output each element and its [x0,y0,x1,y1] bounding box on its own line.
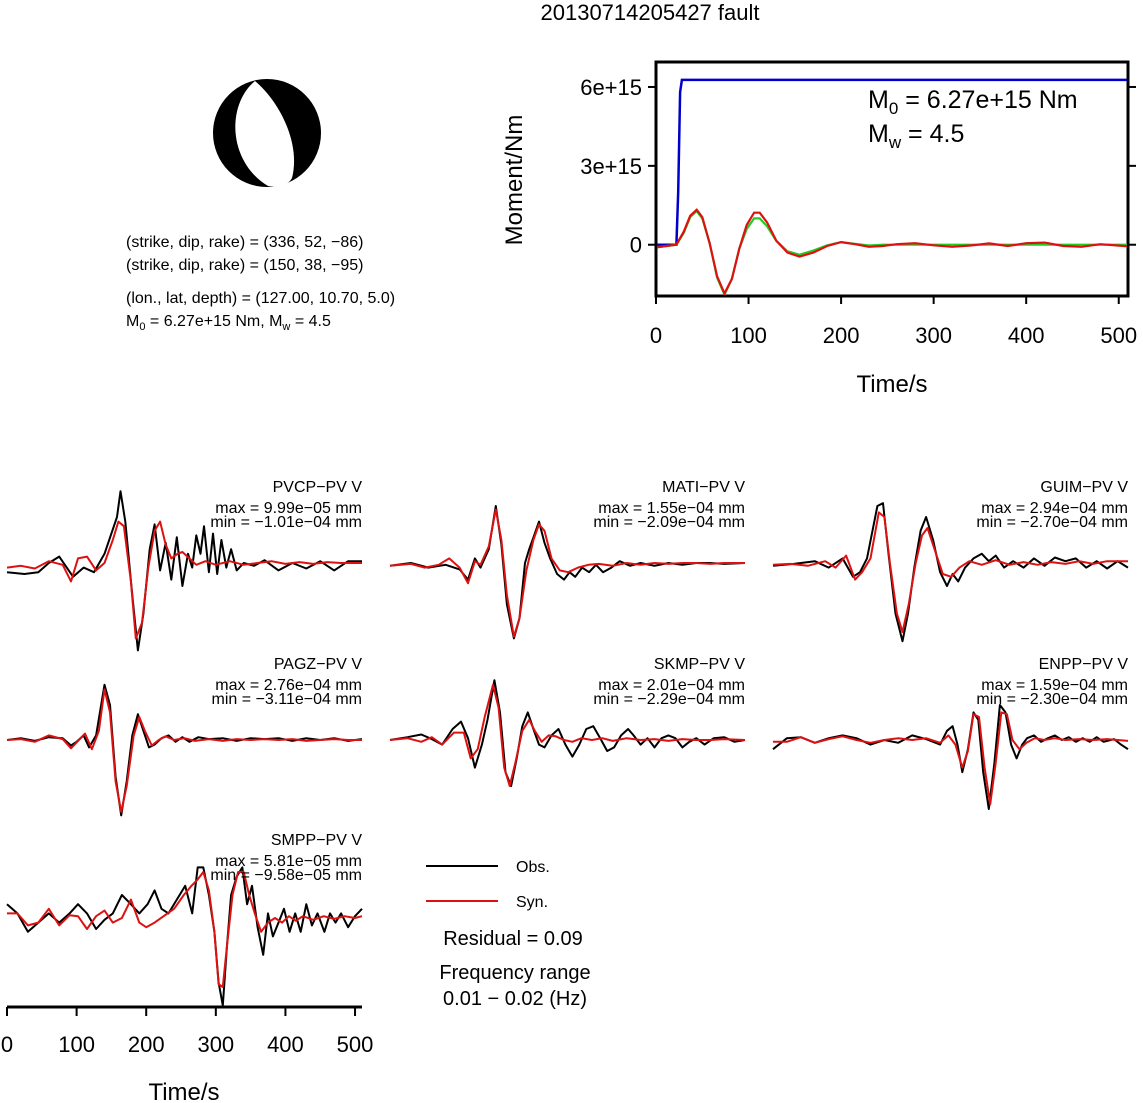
moment-chart-frame [654,60,1130,298]
synthetic-trace [7,871,363,988]
trace-min: min = −3.11e−04 mm [212,691,362,708]
trace-max: max = 1.55e−04 mm [598,500,745,517]
nodal-plane-2: (strike, dip, rake) = (150, 38, −95) [126,257,363,274]
residual-text: Residual = 0.09 [443,928,583,950]
trace-max: max = 9.99e−05 mm [215,500,362,517]
moment-y-axis-label: Moment/Nm [501,115,528,246]
station-name: SMPP−PV V [271,832,362,849]
focal-mechanism-beachball [213,79,321,187]
moment-x-tick-label: 0 [650,323,662,348]
moment-x-tick-label: 500 [1100,323,1137,348]
trace-min: min = −2.09e−04 mm [593,514,745,531]
trace-min: min = −1.01e−04 mm [210,514,362,531]
legend: Obs. Syn. [426,859,550,911]
moment-x-tick-label: 300 [915,323,952,348]
station-name: ENPP−PV V [1039,656,1129,673]
time-axis-tick-label: 500 [337,1032,374,1057]
time-axis-tick-label: 0 [1,1032,13,1057]
legend-obs-label: Obs. [516,859,550,876]
time-axis-tick-label: 200 [128,1032,165,1057]
synthetic-trace [6,688,362,813]
source-location: (lon., lat, depth) = (127.00, 10.70, 5.0… [126,290,395,307]
page-title: 20130714205427 fault [541,0,760,25]
station-name: GUIM−PV V [1040,479,1128,496]
station-name: PAGZ−PV V [274,656,363,673]
synthetic-trace [389,683,746,787]
observed-trace [6,866,363,1007]
trace-min: min = −2.30e−04 mm [976,691,1128,708]
moment-x-tick-label: 200 [823,323,860,348]
frequency-range-value: 0.01 − 0.02 (Hz) [443,988,587,1010]
synthetic-trace [389,508,745,638]
moment-y-tick-label: 3e+15 [580,154,642,179]
moment-x-axis-label: Time/s [856,371,927,398]
moment-y-tick-label: 0 [630,233,642,258]
moment-chart: 0 100 200 300 400 500 0 3e+15 6e+15 M0 = 6.27e+1… [501,60,1137,398]
trace-max: max = 5.81e−05 mm [215,853,362,870]
trace-min: min = −2.70e−04 mm [976,514,1128,531]
moment-annotation-mw: Mw = 4.5 [868,120,964,152]
trace-min: min = −2.29e−04 mm [593,691,745,708]
waveform-time-axis: 0 100 200 300 400 500 [1,1005,374,1057]
synthetic-trace [6,520,362,640]
moment-summary: M0 = 6.27e+15 Nm, Mw = 4.5 [126,313,331,333]
trace-max: max = 1.59e−04 mm [981,677,1128,694]
time-axis-tick-label: 300 [197,1032,234,1057]
time-axis-tick-label: 100 [58,1032,95,1057]
trace-max: max = 2.01e−04 mm [598,677,745,694]
synthetic-trace [773,711,1129,806]
station-name: SKMP−PV V [654,656,745,673]
moment-annotation-m0: M0 = 6.27e+15 Nm [868,86,1078,118]
moment-rate-line-green [657,209,1127,295]
trace-min: min = −9.58e−05 mm [210,867,362,884]
nodal-plane-1: (strike, dip, rake) = (336, 52, −86) [126,234,363,251]
station-name: PVCP−PV V [273,479,363,496]
observed-trace [772,502,1129,643]
moment-x-tick-label: 100 [730,323,767,348]
synthetic-trace [772,511,1128,633]
observed-trace [772,704,1129,810]
moment-rate-line-red [657,208,1127,295]
moment-y-tick-label: 6e+15 [580,75,642,100]
legend-syn-label: Syn. [516,894,548,911]
waveform-x-axis-label: Time/s [148,1079,219,1103]
moment-x-tick-label: 400 [1008,323,1045,348]
frequency-range-label: Frequency range [439,962,590,984]
station-name: MATI−PV V [662,479,745,496]
trace-max: max = 2.94e−04 mm [981,500,1128,517]
trace-max: max = 2.76e−04 mm [215,677,362,694]
time-axis-tick-label: 400 [267,1032,304,1057]
